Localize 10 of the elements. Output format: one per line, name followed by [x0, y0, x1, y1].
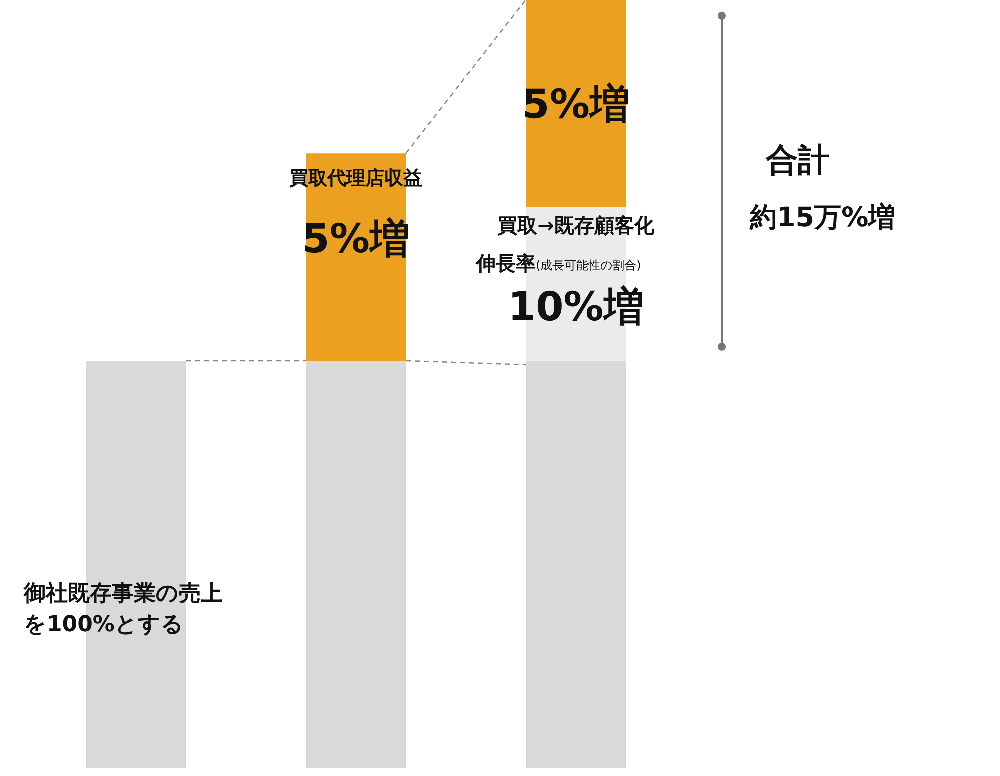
- annotation: 伸長率: [475, 251, 536, 276]
- text: 合計: [765, 141, 830, 179]
- text: 約15万%増: [749, 202, 896, 234]
- bar: [306, 360, 406, 768]
- annotation: 御社既存事業の売上: [23, 581, 223, 606]
- annotation: 10%増: [508, 284, 644, 330]
- annotation: を100%とする: [24, 612, 184, 638]
- annotation: (成長可能性の割合): [536, 258, 642, 272]
- bar: [526, 360, 626, 768]
- annotation: 買取→既存顧客化: [496, 213, 656, 238]
